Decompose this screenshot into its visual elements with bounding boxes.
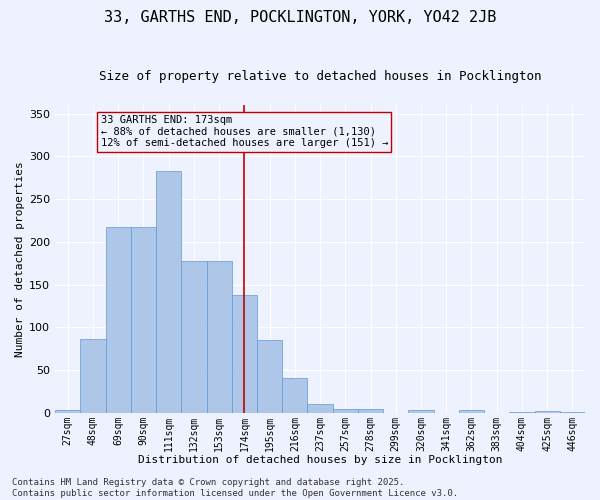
Bar [106,228,131,413]
Bar [80,340,106,413]
Bar [409,410,434,413]
Y-axis label: Number of detached properties: Number of detached properties [15,161,25,357]
Bar [257,340,282,413]
Bar [131,228,156,413]
Bar [307,404,332,413]
Bar [535,411,560,413]
Title: Size of property relative to detached houses in Pocklington: Size of property relative to detached ho… [99,70,541,83]
Bar [358,410,383,413]
Bar [181,262,206,413]
Bar [156,171,181,413]
Bar [232,295,257,413]
Bar [282,378,307,413]
Bar [560,412,585,413]
Bar [332,410,358,413]
Text: Contains HM Land Registry data © Crown copyright and database right 2025.
Contai: Contains HM Land Registry data © Crown c… [12,478,458,498]
Bar [206,262,232,413]
Text: 33 GARTHS END: 173sqm
← 88% of detached houses are smaller (1,130)
12% of semi-d: 33 GARTHS END: 173sqm ← 88% of detached … [101,116,388,148]
Bar [509,412,535,413]
Bar [55,410,80,413]
Bar [459,410,484,413]
X-axis label: Distribution of detached houses by size in Pocklington: Distribution of detached houses by size … [138,455,502,465]
Text: 33, GARTHS END, POCKLINGTON, YORK, YO42 2JB: 33, GARTHS END, POCKLINGTON, YORK, YO42 … [104,10,496,25]
